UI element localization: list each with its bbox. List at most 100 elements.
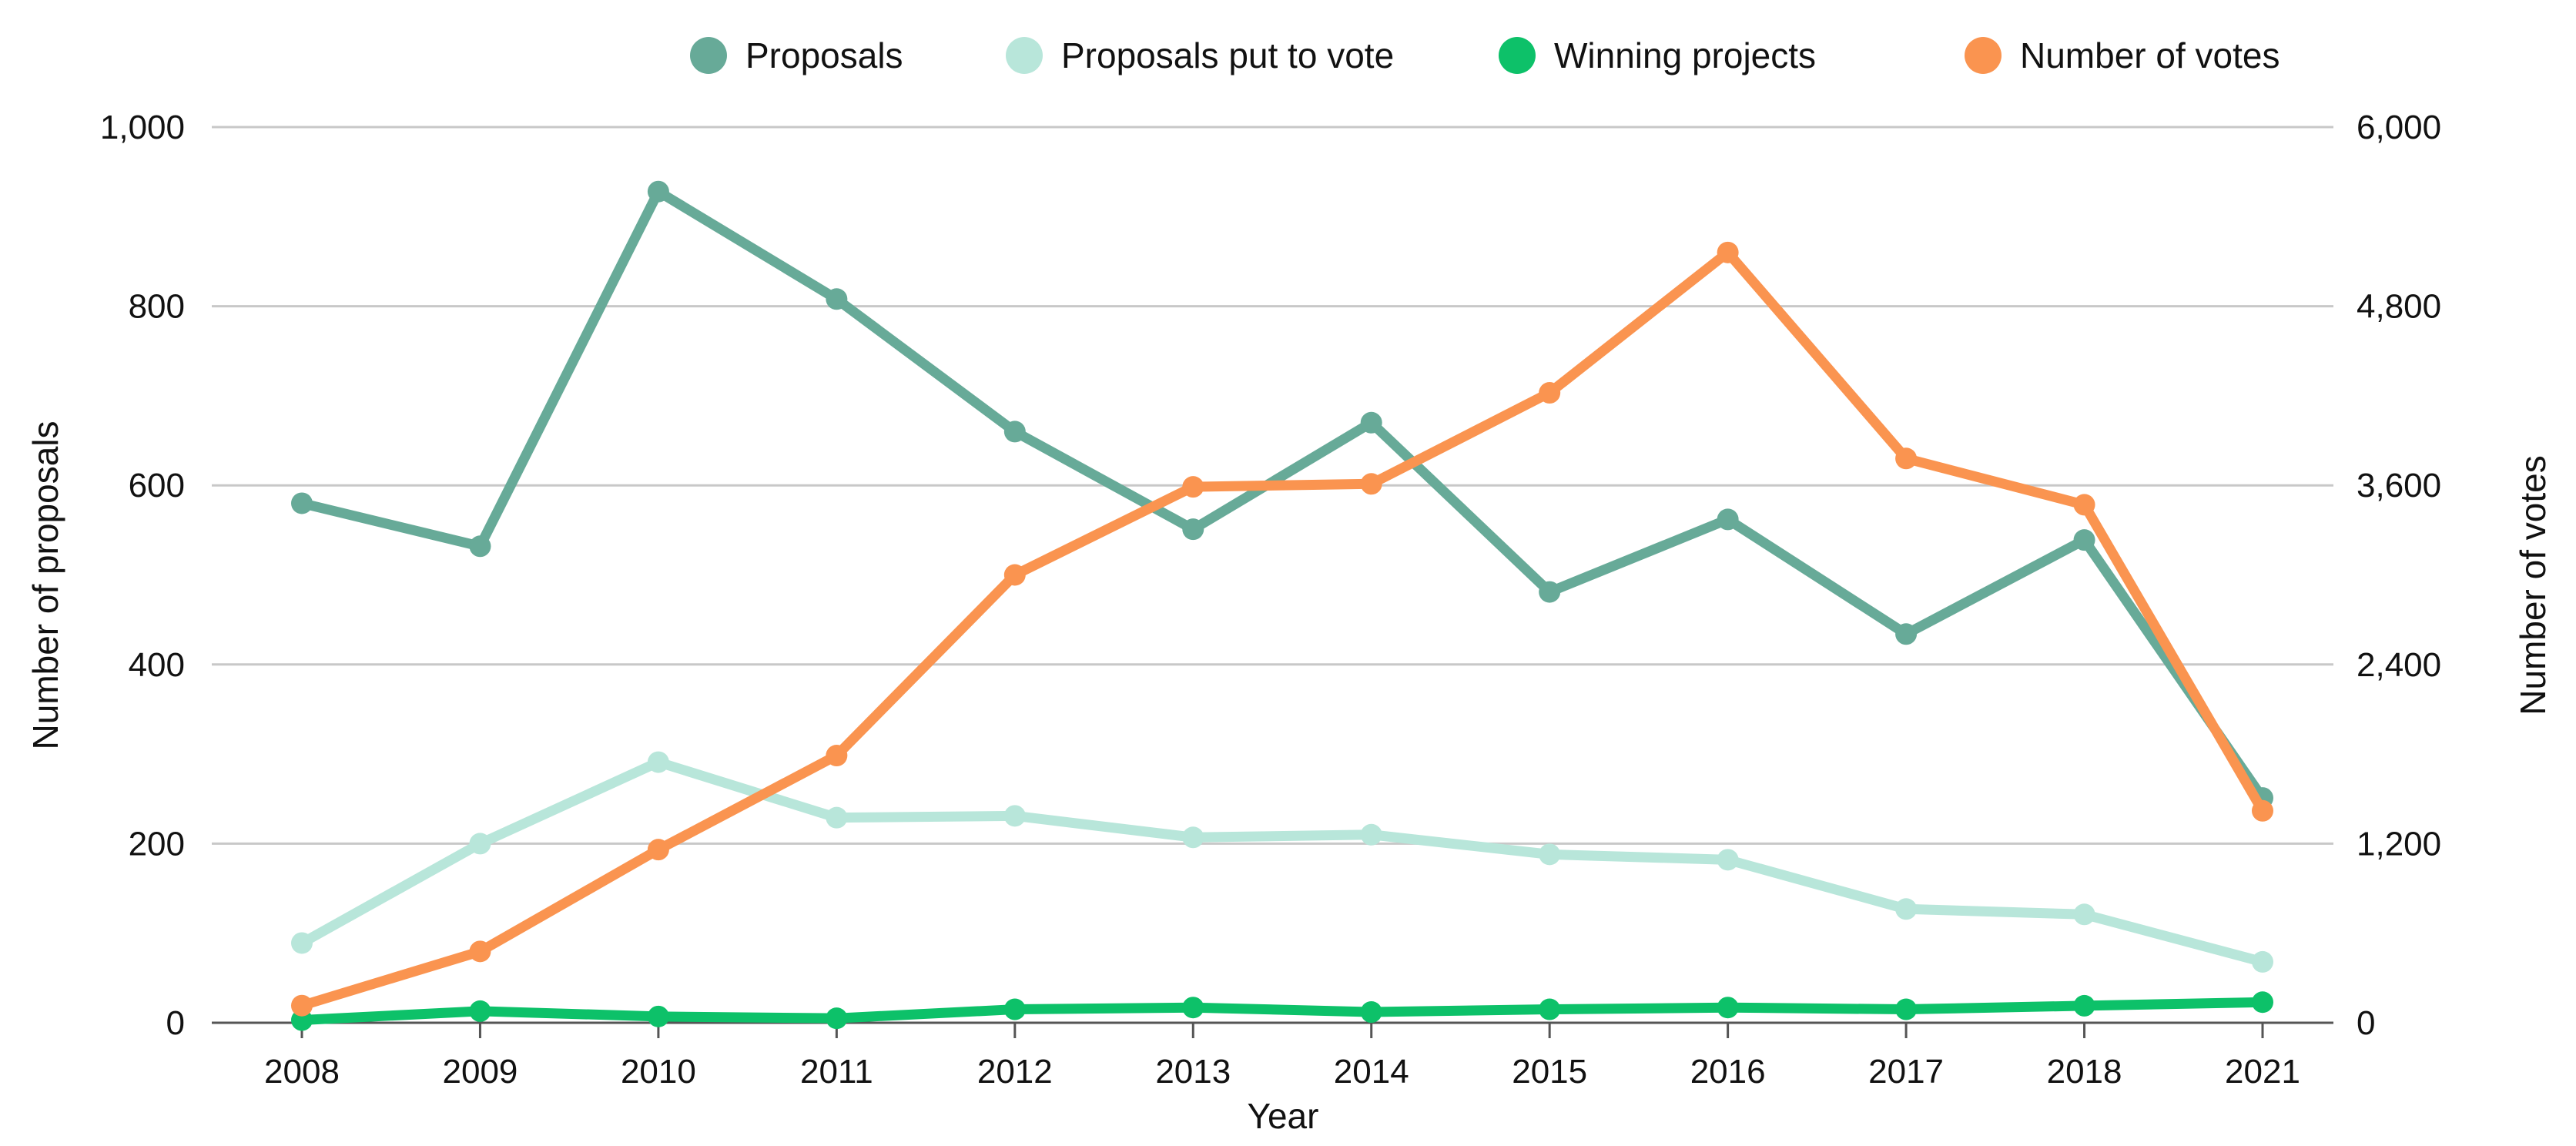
data-point-winning-projects [1003,998,1026,1020]
left-y-tick-label: 600 [129,467,185,504]
data-point-winning-projects [1360,1001,1382,1024]
data-point-proposals-put-to-vote [469,833,491,855]
x-tick-label: 2013 [1155,1053,1231,1091]
x-tick-label: 2015 [1512,1053,1587,1091]
data-point-proposals [469,535,491,558]
data-point-proposals-put-to-vote [2252,950,2273,973]
data-point-winning-projects [1182,997,1204,1019]
data-point-winning-projects [1717,997,1739,1019]
data-point-proposals [2073,529,2095,551]
series-winning-projects [291,991,2273,1031]
data-point-proposals [1360,411,1382,434]
series-line-proposals [296,186,2268,803]
x-tick-label: 2018 [2047,1053,2122,1091]
legend-item-winning-projects: Winning projects [1499,35,1816,75]
right-y-axis: 0 1,200 2,400 3,600 4,800 6,000 [2357,109,2441,1042]
data-point-proposals [1895,623,1918,645]
x-axis-title: Year [1248,1096,1319,1136]
data-point-proposals-put-to-vote [1895,898,1918,920]
data-point-number-of-votes [1360,473,1382,495]
left-y-tick-label: 200 [129,825,185,863]
right-y-tick-label: 4,800 [2357,288,2441,326]
legend-item-proposals-put-to-vote: Proposals put to vote [1006,35,1394,75]
x-tick-label: 2021 [2225,1053,2300,1091]
series-line-winning-projects [296,997,2268,1026]
x-tick-label: 2017 [1868,1053,1944,1091]
legend: Proposals Proposals put to vote Winning pr… [690,35,2280,75]
left-y-axis-title: Number of proposals [25,421,65,750]
series-number-of-votes [291,241,2273,1017]
legend-marker [690,37,727,74]
legend-label: Number of votes [2020,35,2280,75]
data-point-proposals [291,492,313,514]
series-lines [291,180,2273,1031]
data-point-proposals-put-to-vote [647,751,669,773]
x-tick-label: 2010 [621,1053,696,1091]
data-point-proposals [1717,508,1739,531]
data-point-proposals-put-to-vote [1182,826,1204,849]
legend-item-proposals: Proposals [690,35,903,75]
series-proposals-put-to-vote [291,751,2273,973]
legend-label: Proposals [745,35,903,75]
left-y-axis: 0 200 400 600 800 1,000 [100,109,185,1042]
data-point-number-of-votes [1895,447,1918,470]
legend-marker [1499,37,1536,74]
legend-label: Winning projects [1554,35,1816,75]
x-tick-label: 2016 [1690,1053,1766,1091]
data-point-number-of-votes [469,940,491,963]
x-tick-label: 2014 [1334,1053,1409,1091]
right-y-tick-label: 1,200 [2357,825,2441,863]
x-tick-label: 2009 [443,1053,518,1091]
data-point-proposals-put-to-vote [1003,805,1026,827]
data-point-number-of-votes [1003,564,1026,586]
data-point-proposals [647,180,669,203]
data-point-proposals-put-to-vote [1539,843,1561,866]
data-point-winning-projects [1895,998,1918,1020]
x-tick-label: 2012 [977,1053,1053,1091]
data-point-number-of-votes [647,839,669,861]
data-point-number-of-votes [2073,494,2095,516]
data-point-proposals-put-to-vote [826,806,848,829]
x-tick-label: 2008 [264,1053,340,1091]
data-point-number-of-votes [826,745,848,767]
data-point-winning-projects [469,1000,491,1022]
data-point-proposals-put-to-vote [2073,903,2095,926]
data-point-number-of-votes [291,994,313,1017]
data-point-proposals [826,288,848,310]
data-point-proposals [1539,581,1561,603]
series-line-proposals-put-to-vote [296,757,2268,967]
data-point-winning-projects [2073,994,2095,1017]
series-line-number-of-votes [296,247,2268,1011]
legend-marker [1965,37,2002,74]
legend-label: Proposals put to vote [1061,35,1394,75]
left-y-tick-label: 0 [166,1004,185,1042]
series-proposals [291,180,2273,809]
data-point-proposals-put-to-vote [1717,849,1739,871]
left-y-tick-label: 800 [129,288,185,326]
left-y-tick-label: 1,000 [100,109,185,146]
x-tick-label: 2011 [800,1053,873,1091]
data-point-winning-projects [2252,991,2273,1014]
data-point-proposals [1003,421,1026,443]
data-point-winning-projects [647,1005,669,1027]
right-y-tick-label: 0 [2357,1004,2375,1042]
data-point-number-of-votes [1539,382,1561,404]
legend-marker [1006,37,1043,74]
right-y-axis-title: Number of votes [2513,455,2553,715]
left-y-tick-label: 400 [129,646,185,684]
right-y-tick-label: 2,400 [2357,646,2441,684]
right-y-tick-label: 6,000 [2357,109,2441,146]
data-point-winning-projects [826,1007,848,1030]
x-axis: 2008 2009 2010 2011 2012 2013 2014 2015 2016 2017… [212,1021,2333,1091]
legend-item-number-of-votes: Number of votes [1965,35,2280,75]
data-point-proposals [1182,518,1204,541]
data-point-winning-projects [1539,998,1561,1020]
right-y-tick-label: 3,600 [2357,467,2441,504]
data-point-proposals-put-to-vote [291,932,313,954]
data-point-number-of-votes [1182,476,1204,498]
data-point-proposals-put-to-vote [1360,823,1382,846]
data-point-number-of-votes [2252,799,2273,822]
data-point-number-of-votes [1717,241,1739,263]
